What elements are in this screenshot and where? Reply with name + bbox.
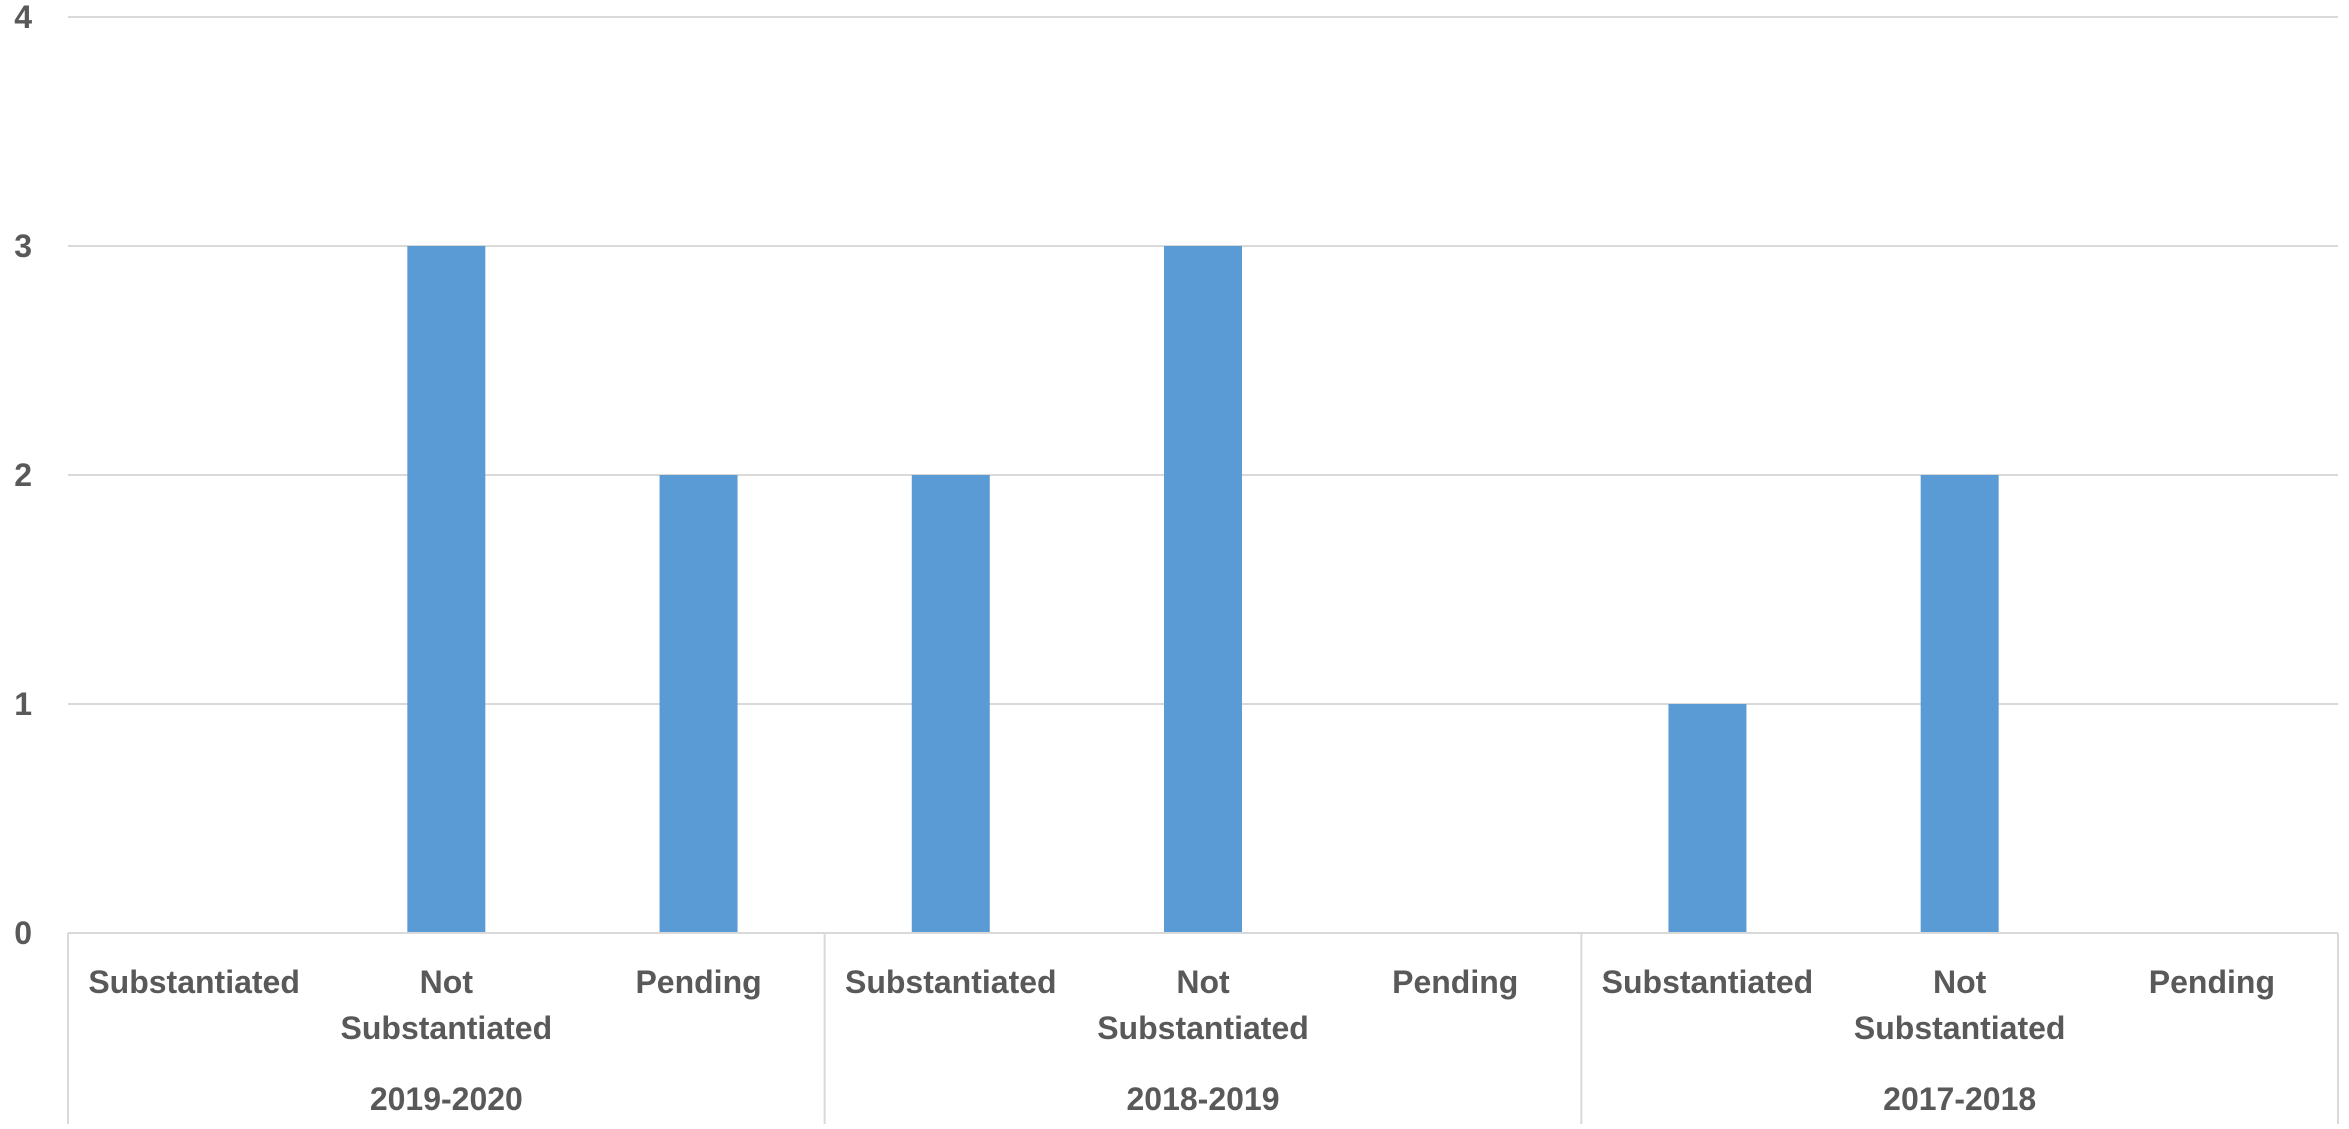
- bar-2017-2018-substantiated: [1668, 704, 1747, 933]
- y-tick-label: 4: [14, 0, 32, 35]
- group-label: 2018-2019: [1126, 1081, 1279, 1117]
- category-label: Pending: [2149, 964, 2275, 1000]
- group-label: 2019-2020: [370, 1081, 523, 1117]
- y-tick-label: 3: [14, 228, 32, 264]
- category-label: Not Substantiated: [341, 964, 553, 1046]
- category-label: Substantiated: [845, 964, 1057, 1000]
- y-tick-label: 1: [14, 686, 32, 722]
- group-label: 2017-2018: [1883, 1081, 2036, 1117]
- y-tick-label: 2: [14, 457, 32, 493]
- bars: [407, 246, 1999, 933]
- y-tick-label: 0: [14, 915, 32, 951]
- category-label: Pending: [1392, 964, 1518, 1000]
- category-label: Not Substantiated: [1097, 964, 1309, 1046]
- category-label: Substantiated: [88, 964, 300, 1000]
- bar-2019-2020-not-substantiated: [407, 246, 486, 933]
- axes: [67, 932, 2339, 1124]
- bar-2018-2019-substantiated: [911, 475, 990, 933]
- bar-2019-2020-pending: [659, 475, 738, 933]
- category-label: Substantiated: [1602, 964, 1814, 1000]
- category-label: Not Substantiated: [1854, 964, 2066, 1046]
- category-label: Pending: [635, 964, 761, 1000]
- labels: 0 1 2 3 4 Substantiated Not Substantiated Pendin…: [14, 0, 2275, 1117]
- bar-2018-2019-not-substantiated: [1164, 246, 1242, 933]
- bar-2017-2018-not-substantiated: [1920, 475, 1999, 933]
